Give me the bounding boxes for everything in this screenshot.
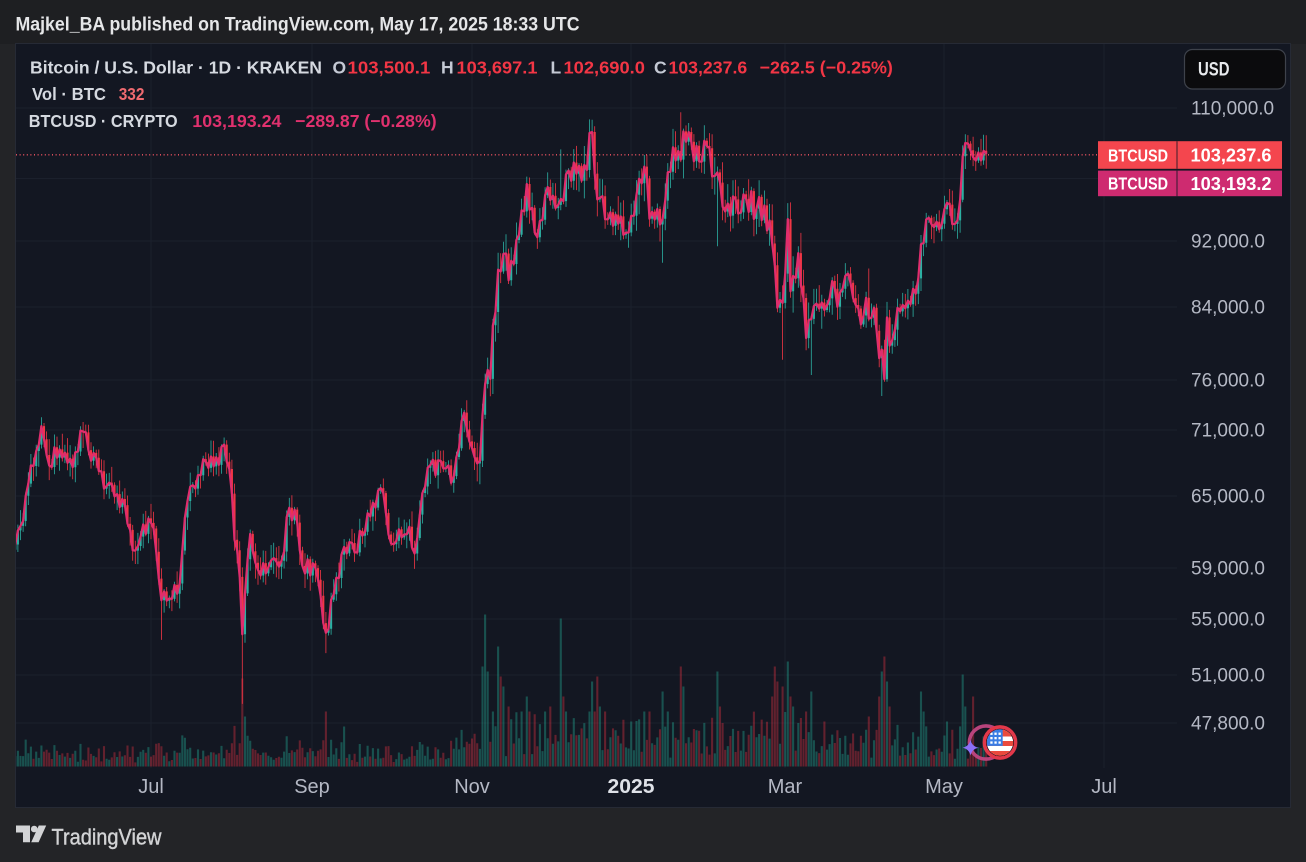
svg-text:TradingView: TradingView xyxy=(52,824,163,849)
svg-text:103,237.6: 103,237.6 xyxy=(669,57,748,77)
svg-text:47,800.0: 47,800.0 xyxy=(1191,714,1265,735)
svg-text:102,690.0: 102,690.0 xyxy=(564,57,646,77)
svg-text:BTCUSD: BTCUSD xyxy=(1108,145,1168,165)
svg-text:−262.5 (−0.25%): −262.5 (−0.25%) xyxy=(760,57,893,77)
svg-text:2025: 2025 xyxy=(608,775,655,798)
svg-text:Mar: Mar xyxy=(768,776,803,798)
svg-text:103,500.1: 103,500.1 xyxy=(348,57,431,77)
svg-text:59,000.0: 59,000.0 xyxy=(1191,559,1265,580)
svg-text:BTCUSD · CRYPTO: BTCUSD · CRYPTO xyxy=(29,111,178,131)
svg-text:76,000.0: 76,000.0 xyxy=(1191,371,1265,392)
svg-text:55,000.0: 55,000.0 xyxy=(1191,610,1265,631)
svg-text:H: H xyxy=(441,57,454,77)
svg-text:51,000.0: 51,000.0 xyxy=(1191,666,1265,687)
svg-text:Nov: Nov xyxy=(454,776,490,798)
svg-text:103,193.2: 103,193.2 xyxy=(1191,174,1272,194)
svg-text:C: C xyxy=(654,57,667,77)
svg-text:O: O xyxy=(333,57,347,77)
svg-text:332: 332 xyxy=(119,84,145,104)
svg-text:Jul: Jul xyxy=(138,776,164,798)
svg-text:−289.87 (−0.28%): −289.87 (−0.28%) xyxy=(295,111,436,131)
svg-text:65,000.0: 65,000.0 xyxy=(1191,487,1265,508)
svg-text:BTCUSD: BTCUSD xyxy=(1108,174,1168,194)
svg-text:Bitcoin / U.S. Dollar · 1D · K: Bitcoin / U.S. Dollar · 1D · KRAKEN xyxy=(30,57,322,77)
svg-text:Sep: Sep xyxy=(294,776,330,798)
svg-text:103,193.24: 103,193.24 xyxy=(192,111,281,131)
svg-text:92,000.0: 92,000.0 xyxy=(1191,232,1265,253)
svg-text:Jul: Jul xyxy=(1091,776,1117,798)
svg-text:Majkel_BA published on Trading: Majkel_BA published on TradingView.com, … xyxy=(16,15,580,36)
svg-text:Vol · BTC: Vol · BTC xyxy=(32,84,106,104)
svg-text:71,000.0: 71,000.0 xyxy=(1191,421,1265,442)
svg-text:84,000.0: 84,000.0 xyxy=(1191,298,1265,319)
svg-text:USD: USD xyxy=(1198,60,1230,81)
svg-text:110,000.0: 110,000.0 xyxy=(1191,99,1274,120)
svg-text:103,237.6: 103,237.6 xyxy=(1191,146,1272,166)
svg-text:103,697.1: 103,697.1 xyxy=(457,57,538,77)
svg-text:May: May xyxy=(925,776,963,798)
svg-text:L: L xyxy=(551,57,562,77)
